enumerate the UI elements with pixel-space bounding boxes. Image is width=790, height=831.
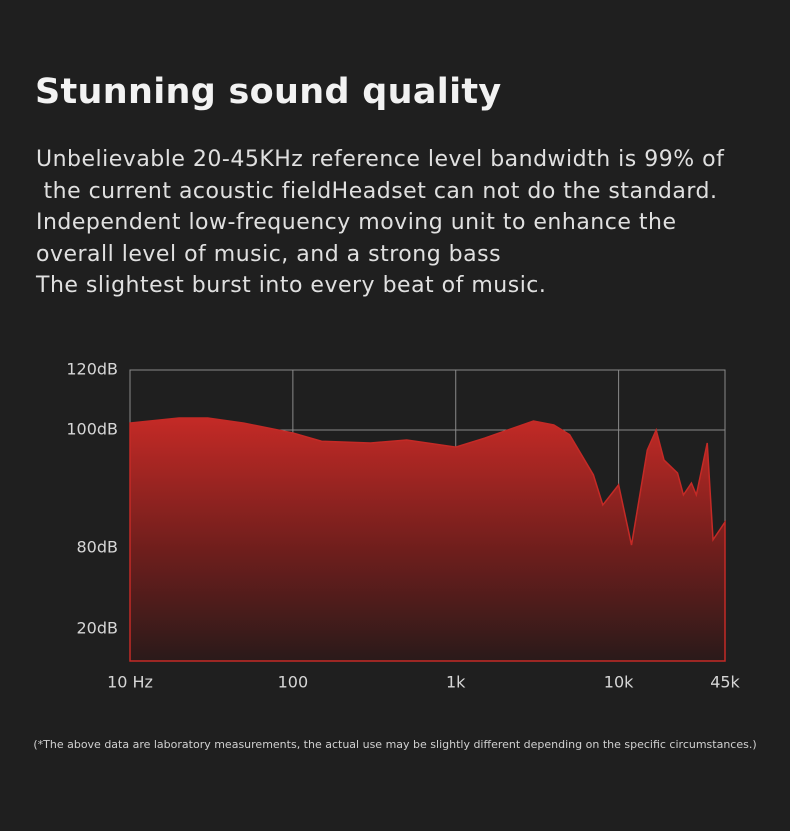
y-tick-label: 20dB: [77, 619, 119, 638]
text-line: overall level of music, and a strong bas…: [36, 241, 502, 267]
y-tick-label: 80dB: [77, 538, 119, 557]
y-tick-label: 100dB: [66, 420, 118, 439]
x-tick-label: 10 Hz: [107, 673, 153, 692]
chart: 120dB 100dB 80dB 20dB 10 Hz 100 1k 10k 45k: [66, 360, 740, 692]
x-tick-label: 10k: [604, 673, 634, 692]
y-tick-label: 120dB: [66, 360, 118, 379]
text-line: Independent low-frequency moving unit to…: [36, 210, 677, 235]
response-area: [129, 417, 726, 662]
text-line: Unbelievable 20-45KHz reference level ba…: [36, 147, 725, 172]
text-line: The slightest burst into every beat of m…: [36, 273, 547, 298]
description: Unbelievable 20-45KHz reference level ba…: [36, 144, 776, 302]
x-tick-label: 100: [278, 673, 309, 692]
x-tick-label: 45k: [710, 673, 740, 692]
x-tick-label: 1k: [446, 673, 466, 692]
heading: Stunning sound quality: [35, 72, 502, 112]
text-line: the current acoustic fieldHeadset can no…: [36, 178, 718, 204]
footnote: (*The above data are laboratory measurem…: [33, 738, 757, 751]
